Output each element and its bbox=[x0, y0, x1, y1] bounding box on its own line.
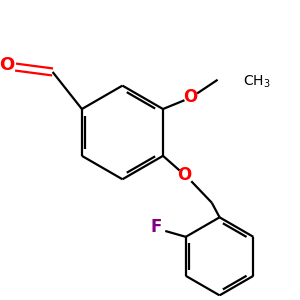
Text: CH$_3$: CH$_3$ bbox=[243, 74, 271, 90]
Text: O: O bbox=[177, 167, 192, 184]
Text: F: F bbox=[151, 218, 162, 236]
Text: O: O bbox=[183, 88, 197, 106]
Text: O: O bbox=[0, 56, 14, 74]
